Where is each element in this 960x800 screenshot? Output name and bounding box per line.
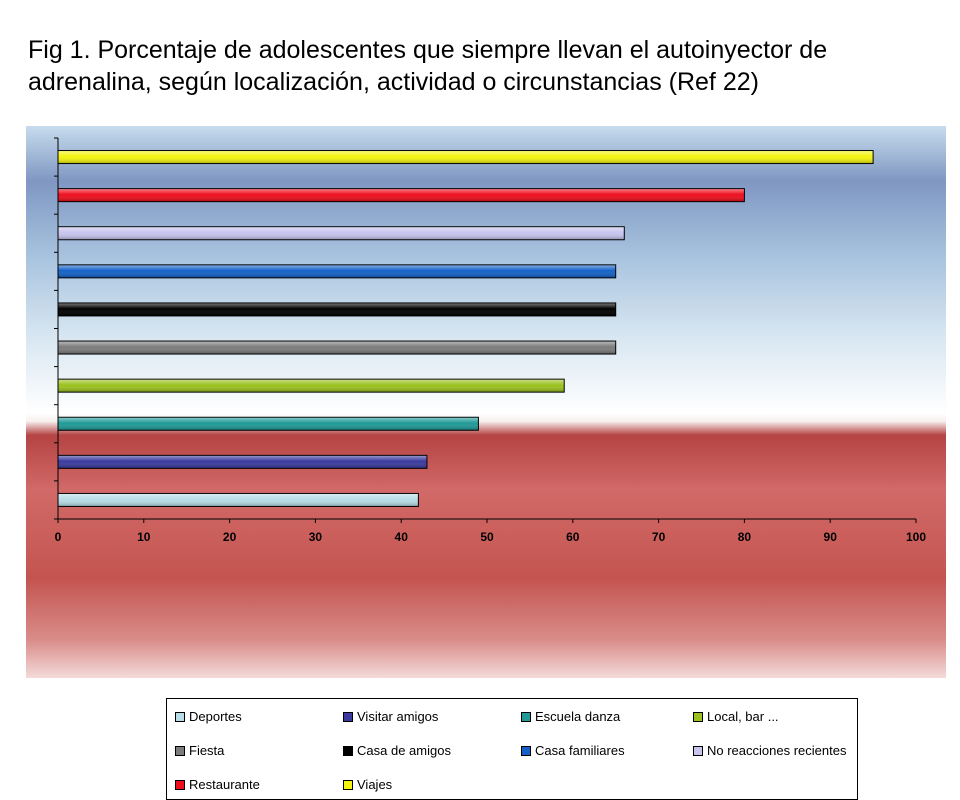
chart-area: 0 10 20 30 40 50 60 70 80 90 100 Deportes Visitar a…	[26, 126, 946, 800]
bar-7	[57, 264, 617, 279]
chart-title: Fig 1. Porcentaje de adolescentes que si…	[28, 36, 828, 96]
legend-label-3: Escuela danza	[535, 709, 621, 724]
bar-6	[57, 302, 617, 317]
legend-item-1: Deportes	[175, 709, 242, 724]
x-tick-label-9: 90	[824, 530, 838, 544]
legend-label-7: Casa familiares	[535, 743, 625, 758]
legend-label-6: Casa de amigos	[357, 743, 451, 758]
bar-4	[57, 378, 565, 393]
legend-swatch-10	[343, 779, 353, 790]
bar-shine-7	[58, 265, 616, 278]
bar-10	[57, 150, 874, 165]
x-tick-label-1: 10	[137, 530, 151, 544]
x-tick-label-10: 100	[906, 530, 926, 544]
legend-label-10: Viajes	[357, 777, 393, 792]
x-tick-label-5: 50	[480, 530, 494, 544]
x-tick-label-2: 20	[223, 530, 237, 544]
bar-shine-6	[58, 303, 616, 316]
legend-swatch-1	[175, 711, 185, 722]
bar-shine-1	[58, 493, 418, 506]
legend-item-2: Visitar amigos	[343, 709, 438, 724]
bar-shine-3	[58, 417, 478, 430]
legend-item-6: Casa de amigos	[343, 743, 451, 758]
legend-swatch-8	[693, 745, 703, 756]
bar-5	[57, 340, 617, 355]
bar-2	[57, 454, 428, 469]
bar-chart: 0 10 20 30 40 50 60 70 80 90 100	[54, 137, 926, 544]
x-tick-label-4: 40	[395, 530, 409, 544]
bar-shine-2	[58, 455, 427, 468]
bar-shine-9	[58, 189, 744, 202]
bar-shine-10	[58, 151, 873, 164]
bar-1	[57, 492, 419, 507]
legend-label-4: Local, bar ...	[707, 709, 779, 724]
legend-swatch-9	[175, 779, 185, 790]
legend-item-3: Escuela danza	[521, 709, 620, 724]
x-tick-label-8: 80	[738, 530, 752, 544]
legend-swatch-7	[521, 745, 531, 756]
legend-swatch-3	[521, 711, 531, 722]
legend-label-2: Visitar amigos	[357, 709, 439, 724]
legend: Deportes Visitar amigos Escuela danza Local…	[166, 698, 858, 800]
x-tick-label-0: 0	[55, 530, 62, 544]
bar-shine-8	[58, 227, 624, 240]
legend-label-8: No reacciones recientes	[707, 743, 847, 758]
bar-shine-4	[58, 379, 564, 392]
legend-swatch-4	[693, 711, 703, 722]
x-tick-label-7: 70	[652, 530, 666, 544]
legend-item-9: Restaurante	[175, 777, 260, 792]
bar-8	[57, 226, 625, 241]
legend-label-9: Restaurante	[189, 777, 260, 792]
legend-label-1: Deportes	[189, 709, 242, 724]
legend-swatch-6	[343, 745, 353, 756]
legend-swatch-2	[343, 711, 353, 722]
bar-shine-5	[58, 341, 616, 354]
legend-item-5: Fiesta	[175, 743, 224, 758]
x-tick-label-3: 30	[309, 530, 323, 544]
legend-item-8: No reacciones recientes	[693, 743, 846, 758]
legend-item-4: Local, bar ...	[693, 709, 779, 724]
legend-item-7: Casa familiares	[521, 743, 625, 758]
legend-item-10: Viajes	[343, 777, 392, 792]
legend-swatch-5	[175, 745, 185, 756]
bar-3	[57, 416, 479, 431]
legend-label-5: Fiesta	[189, 743, 225, 758]
bar-9	[57, 188, 745, 203]
x-tick-label-6: 60	[566, 530, 580, 544]
